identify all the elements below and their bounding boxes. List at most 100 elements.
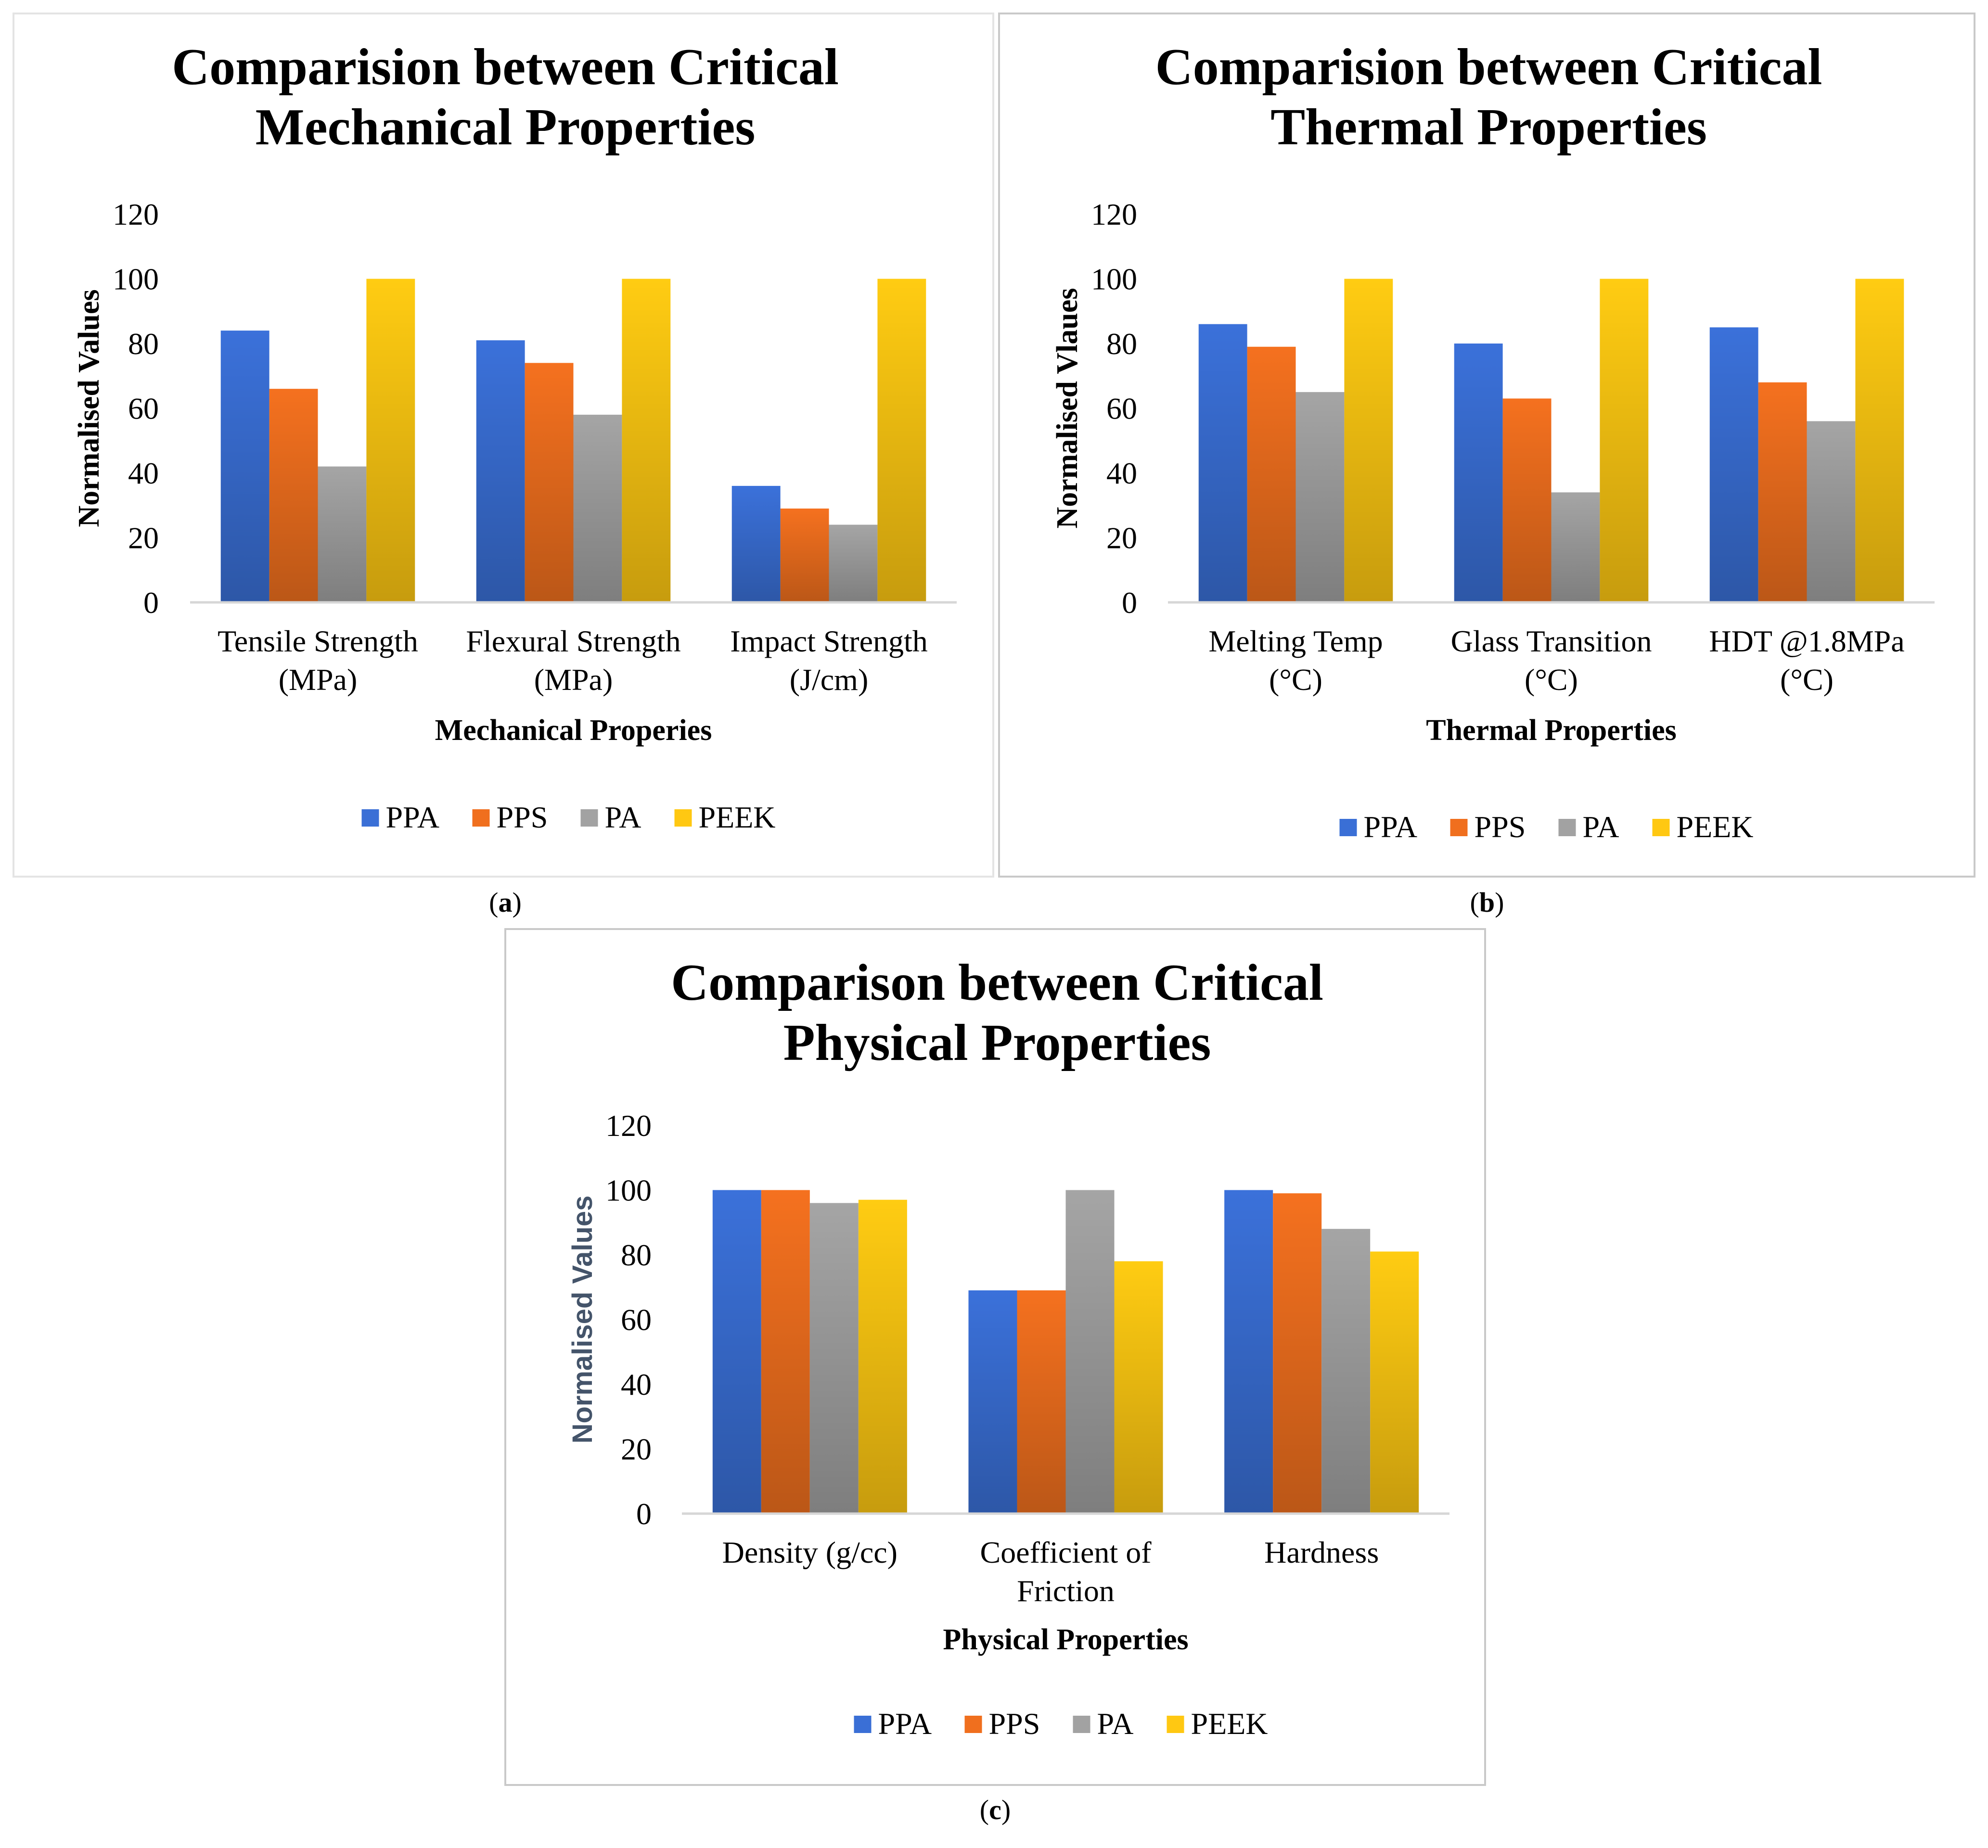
y-tick-label: 120 [113,197,159,231]
bar-peek-1 [1114,1261,1163,1514]
bar-pps-0 [1247,346,1296,602]
bar-pps-2 [1758,382,1807,602]
y-tick-label: 120 [1091,197,1137,231]
x-category-label: Flexural Strength [466,624,680,658]
y-tick-label: 0 [1122,586,1137,620]
chart-title-line: Physical Properties [783,1014,1211,1071]
bar-peek-0 [1344,279,1393,602]
bar-pa-1 [1065,1190,1115,1514]
y-tick-label: 0 [143,586,159,620]
x-category-label: Coefficient of [980,1535,1152,1569]
bar-pps-0 [761,1190,810,1514]
legend-swatch-ppa [361,809,379,827]
bar-peek-2 [877,279,926,602]
chart-panel-b: Comparision between Critical Thermal Prop… [998,13,1975,878]
bar-peek-0 [858,1199,907,1514]
legend-swatch-pps [1450,819,1468,836]
chart-panel-c: Comparison between Critical Physical Prop… [504,928,1486,1786]
y-tick-label: 40 [621,1367,652,1402]
y-tick-label: 20 [621,1432,652,1466]
bar-ppa-1 [1454,344,1503,602]
bar-pa-1 [1551,492,1600,602]
legend-swatch-pps [472,809,490,827]
legend-label-ppa: PPA [878,1707,932,1741]
chart-panel-a: Comparision between Critical Mechanical P… [13,13,994,878]
x-category-label: (°C) [1780,663,1834,697]
bar-pps-1 [525,363,574,602]
x-axis-title: Mechanical Properies [435,714,712,747]
bar-ppa-1 [476,340,525,602]
bar-pps-2 [1273,1193,1322,1514]
bar-ppa-2 [1709,327,1758,602]
y-tick-label: 60 [128,392,159,426]
y-axis-label: Normalised Vlaues [1051,288,1084,528]
x-category-label: (°C) [1525,663,1578,697]
y-tick-label: 20 [128,521,159,555]
chart-title-line: Thermal Properties [1270,99,1707,156]
bar-pps-1 [1017,1290,1066,1514]
y-tick-label: 60 [1106,392,1137,426]
panel-label-c: (c) [979,1794,1011,1825]
x-category-label: (J/cm) [790,663,869,697]
chart-title-line: Comparison between Critical [671,954,1323,1011]
bar-ppa-2 [731,485,781,602]
legend-label-pa: PA [1583,810,1619,844]
y-tick-label: 80 [621,1238,652,1272]
legend-label-peek: PEEK [699,800,776,834]
bar-ppa-2 [1224,1190,1273,1514]
panel-label-b: (b) [1470,887,1504,918]
legend-label-pps: PPS [989,1707,1040,1741]
bar-peek-2 [1370,1251,1419,1514]
legend-label-pps: PPS [1475,810,1526,844]
x-axis-title: Physical Properties [943,1623,1188,1656]
legend-swatch-peek [1167,1716,1184,1733]
bar-ppa-1 [968,1290,1017,1514]
legend-label-pa: PA [605,800,641,834]
bar-pps-2 [780,508,829,602]
bar-peek-1 [1600,279,1649,602]
bar-pa-0 [1295,392,1345,602]
bar-pps-0 [269,389,318,602]
bar-pa-0 [318,466,367,602]
legend-swatch-pa [580,809,598,827]
bar-pa-2 [829,524,878,602]
x-category-label: Density (g/cc) [722,1535,898,1569]
legend-swatch-pa [1558,819,1576,836]
chart-title-line: Comparision between Critical [172,38,839,96]
legend-label-pps: PPS [497,800,548,834]
y-tick-label: 100 [605,1173,652,1208]
y-axis-label: Normalised Values [73,289,105,527]
x-axis-title: Thermal Properties [1426,714,1677,747]
x-category-label: Impact Strength [730,624,928,658]
y-tick-label: 60 [621,1303,652,1337]
legend-swatch-pps [964,1716,982,1733]
bar-pa-2 [1321,1229,1371,1514]
y-tick-label: 80 [128,327,159,361]
y-tick-label: 40 [128,456,159,490]
y-tick-label: 100 [113,262,159,296]
x-category-label: Glass Transition [1451,624,1652,658]
y-tick-label: 80 [1106,327,1137,361]
legend-label-peek: PEEK [1191,1707,1268,1741]
bar-pa-0 [809,1203,859,1514]
legend-swatch-pa [1073,1716,1090,1733]
bar-ppa-0 [220,331,269,602]
y-tick-label: 120 [605,1109,652,1143]
legend-label-pa: PA [1097,1707,1134,1741]
legend-swatch-ppa [1339,819,1357,836]
y-tick-label: 0 [636,1497,652,1531]
chart-a-svg: Comparision between Critical Mechanical P… [73,38,957,834]
legend-swatch-peek [1652,819,1670,836]
legend-label-peek: PEEK [1677,810,1754,844]
x-category-label: HDT @1.8MPa [1709,624,1904,658]
chart-title-line: Comparision between Critical [1155,38,1822,96]
bar-pa-2 [1807,421,1856,602]
bar-peek-1 [622,279,671,602]
bar-peek-2 [1855,279,1904,602]
bar-ppa-0 [1198,324,1247,602]
bar-pps-1 [1502,398,1552,602]
y-axis-label: Normalised Values [567,1196,598,1444]
x-category-label: (°C) [1269,663,1322,697]
y-tick-label: 20 [1106,521,1137,555]
